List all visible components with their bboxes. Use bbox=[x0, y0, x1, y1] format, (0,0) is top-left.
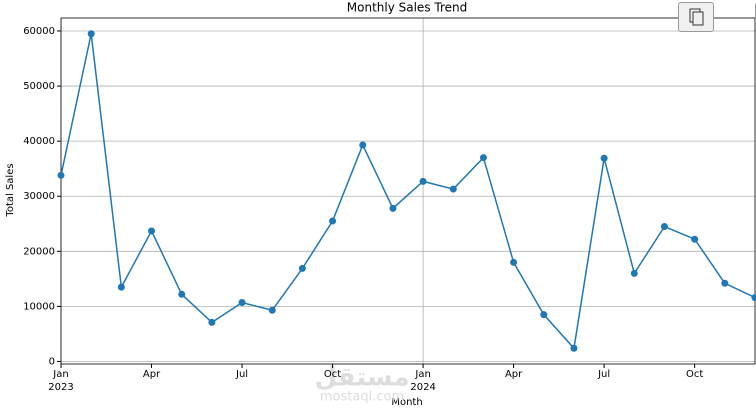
point bbox=[600, 154, 608, 162]
x-tick-sublabel: 2024 bbox=[410, 382, 435, 393]
point bbox=[660, 223, 668, 231]
copy-button[interactable] bbox=[678, 2, 714, 32]
y-tick-label: 20000 bbox=[23, 246, 55, 257]
x-tick-label: Oct bbox=[324, 369, 341, 380]
x-tick-label: Jul bbox=[235, 369, 248, 380]
point bbox=[449, 185, 457, 193]
watermark: مستقل bbox=[314, 363, 409, 393]
point bbox=[540, 311, 548, 319]
x-tick-label: Jan bbox=[52, 369, 68, 380]
point bbox=[268, 306, 276, 314]
point bbox=[298, 264, 306, 272]
point bbox=[238, 299, 246, 307]
watermark-sub: mostaql.com bbox=[320, 390, 404, 405]
point bbox=[751, 294, 756, 302]
point bbox=[178, 290, 186, 298]
point bbox=[57, 171, 65, 179]
point bbox=[721, 279, 729, 287]
y-tick-label: 0 bbox=[49, 356, 55, 367]
x-tick-label: Apr bbox=[143, 369, 161, 380]
point bbox=[570, 344, 578, 352]
x-tick-sublabel: 2023 bbox=[48, 382, 73, 393]
icon-part bbox=[692, 11, 704, 26]
point bbox=[208, 318, 216, 326]
point bbox=[329, 217, 337, 225]
point bbox=[630, 269, 638, 277]
point bbox=[389, 204, 397, 212]
point bbox=[87, 30, 95, 38]
x-tick-label: Jan bbox=[414, 369, 430, 380]
point bbox=[691, 235, 699, 243]
line bbox=[60, 33, 756, 350]
chart-title: Monthly Sales Trend bbox=[347, 1, 467, 15]
y-tick-label: 10000 bbox=[23, 301, 55, 312]
y-tick-label: 60000 bbox=[23, 26, 55, 37]
y-tick-label: 30000 bbox=[23, 191, 55, 202]
point bbox=[148, 227, 156, 235]
plot-frame bbox=[60, 17, 756, 365]
point bbox=[359, 141, 367, 149]
y-axis-label: Total Sales bbox=[5, 163, 16, 217]
x-tick-label: Apr bbox=[505, 369, 523, 380]
y-tick-label: 40000 bbox=[23, 136, 55, 147]
copy-icon bbox=[689, 8, 704, 26]
x-axis-label: Month bbox=[391, 397, 422, 408]
point bbox=[419, 177, 427, 185]
point bbox=[510, 258, 518, 266]
y-tick-label: 50000 bbox=[23, 81, 55, 92]
x-tick-label: Oct bbox=[686, 369, 703, 380]
point bbox=[117, 283, 125, 291]
x-tick-label: Jul bbox=[597, 369, 610, 380]
point bbox=[479, 154, 487, 162]
